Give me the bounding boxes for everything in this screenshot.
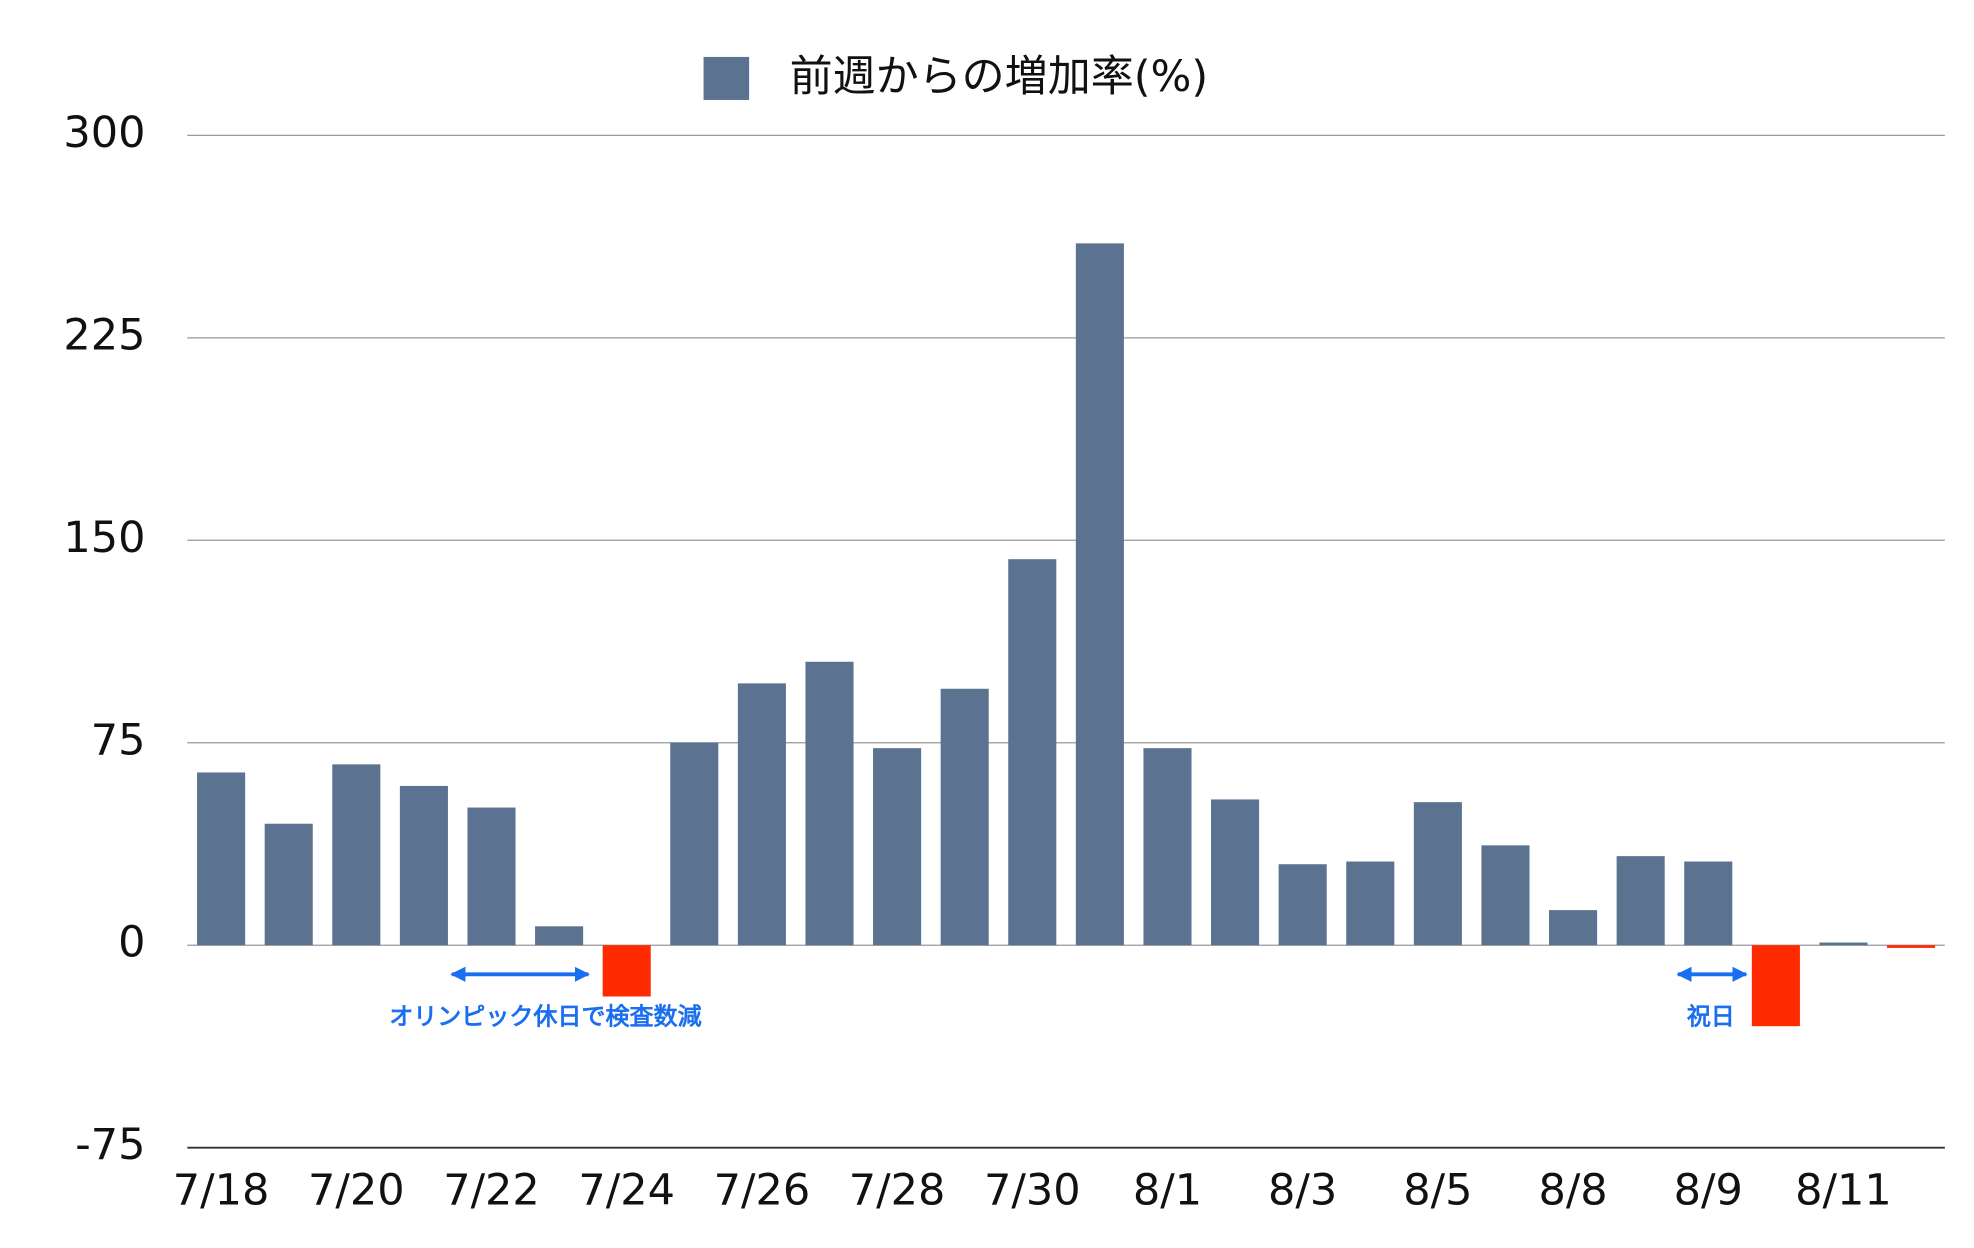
x-tick-label: 8/5 [1403, 1166, 1472, 1216]
bar [1346, 861, 1395, 946]
annotation: 祝日 [1687, 1002, 1735, 1030]
bar [197, 772, 246, 946]
x-tick-label: 7/26 [714, 1166, 811, 1216]
x-tick-label: 8/1 [1133, 1166, 1202, 1216]
x-tick-label: 7/28 [849, 1166, 946, 1216]
bar [535, 926, 584, 946]
bar [1008, 559, 1057, 946]
bar [737, 683, 786, 946]
x-tick-label: 7/30 [984, 1166, 1081, 1216]
plot: -75 0 75 150 225 300 7/18 7/20 7/22 7/24 7/26 7/28 7… [63, 108, 1945, 1216]
bar [1549, 910, 1598, 946]
bar [264, 823, 313, 946]
bar [1143, 748, 1192, 946]
bar [940, 688, 989, 946]
bar [1211, 799, 1260, 946]
bar [1819, 942, 1868, 946]
bar [602, 945, 651, 997]
bar [1684, 861, 1733, 946]
bar [1413, 802, 1462, 946]
bar [1278, 864, 1327, 946]
x-tick-label: 8/9 [1674, 1166, 1743, 1216]
y-tick-label: 150 [63, 513, 145, 563]
y-tick-label: 0 [118, 918, 145, 968]
bar [1481, 845, 1530, 946]
bar [873, 748, 922, 946]
bar [670, 742, 719, 946]
bar [1887, 945, 1936, 948]
y-tick-label: 75 [91, 715, 146, 765]
bar [1616, 856, 1665, 946]
x-tick-label: 8/3 [1268, 1166, 1337, 1216]
x-tick-label: 7/24 [578, 1166, 675, 1216]
bar [1075, 243, 1124, 946]
annotation: オリンピック休日で検査数減 [389, 1002, 701, 1030]
y-tick-label: 225 [63, 310, 145, 360]
bar [399, 785, 448, 946]
legend-swatch [703, 56, 750, 100]
bar [467, 807, 516, 946]
x-tick-label: 7/20 [308, 1166, 405, 1216]
x-tick-label: 7/18 [173, 1166, 270, 1216]
legend-label: 前週からの増加率(%) [790, 52, 1209, 102]
x-tick-label: 8/8 [1538, 1166, 1607, 1216]
x-tick-label: 7/22 [443, 1166, 540, 1216]
bar [805, 661, 854, 946]
bar [1751, 945, 1800, 1027]
x-tick-label: 8/11 [1795, 1166, 1892, 1216]
y-tick-label: -75 [75, 1120, 145, 1170]
bar [332, 764, 381, 946]
y-tick-label: 300 [63, 108, 145, 158]
